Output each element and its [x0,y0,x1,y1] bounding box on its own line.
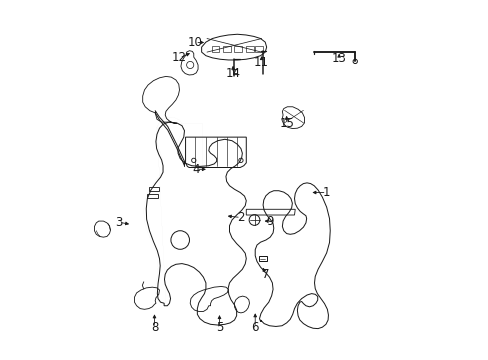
Text: 8: 8 [150,321,158,334]
Text: 9: 9 [266,215,273,228]
Text: 4: 4 [192,163,200,176]
Text: 1: 1 [322,186,330,199]
Text: 12: 12 [172,51,186,64]
Text: 15: 15 [279,117,293,130]
Text: 3: 3 [115,216,122,229]
Text: 11: 11 [254,55,268,69]
Text: 2: 2 [237,211,244,224]
Text: 14: 14 [225,67,240,80]
Text: 10: 10 [187,36,202,49]
Text: 5: 5 [215,321,223,334]
Text: 13: 13 [331,52,346,65]
Text: 7: 7 [262,268,269,281]
Text: 6: 6 [251,321,259,334]
